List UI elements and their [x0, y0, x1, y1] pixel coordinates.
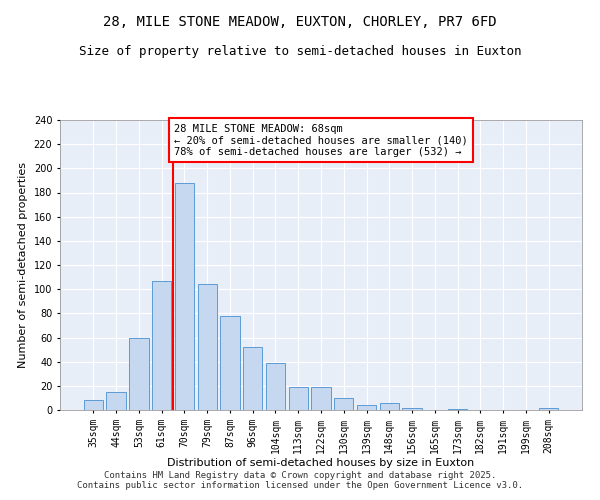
Bar: [220, 316, 239, 410]
Bar: [266, 363, 285, 410]
Bar: [311, 387, 331, 410]
Text: 28 MILE STONE MEADOW: 68sqm
← 20% of semi-detached houses are smaller (140)
78% : 28 MILE STONE MEADOW: 68sqm ← 20% of sem…: [174, 124, 468, 157]
Bar: [243, 347, 262, 410]
Text: Size of property relative to semi-detached houses in Euxton: Size of property relative to semi-detach…: [79, 45, 521, 58]
Bar: [380, 403, 399, 410]
Bar: [289, 387, 308, 410]
Bar: [106, 392, 126, 410]
Bar: [539, 408, 558, 410]
Y-axis label: Number of semi-detached properties: Number of semi-detached properties: [18, 162, 28, 368]
Bar: [448, 409, 467, 410]
Bar: [197, 284, 217, 410]
X-axis label: Distribution of semi-detached houses by size in Euxton: Distribution of semi-detached houses by …: [167, 458, 475, 468]
Text: 28, MILE STONE MEADOW, EUXTON, CHORLEY, PR7 6FD: 28, MILE STONE MEADOW, EUXTON, CHORLEY, …: [103, 15, 497, 29]
Bar: [334, 398, 353, 410]
Bar: [84, 400, 103, 410]
Bar: [152, 280, 172, 410]
Bar: [403, 408, 422, 410]
Bar: [129, 338, 149, 410]
Bar: [357, 405, 376, 410]
Text: Contains HM Land Registry data © Crown copyright and database right 2025.
Contai: Contains HM Land Registry data © Crown c…: [77, 470, 523, 490]
Bar: [175, 183, 194, 410]
